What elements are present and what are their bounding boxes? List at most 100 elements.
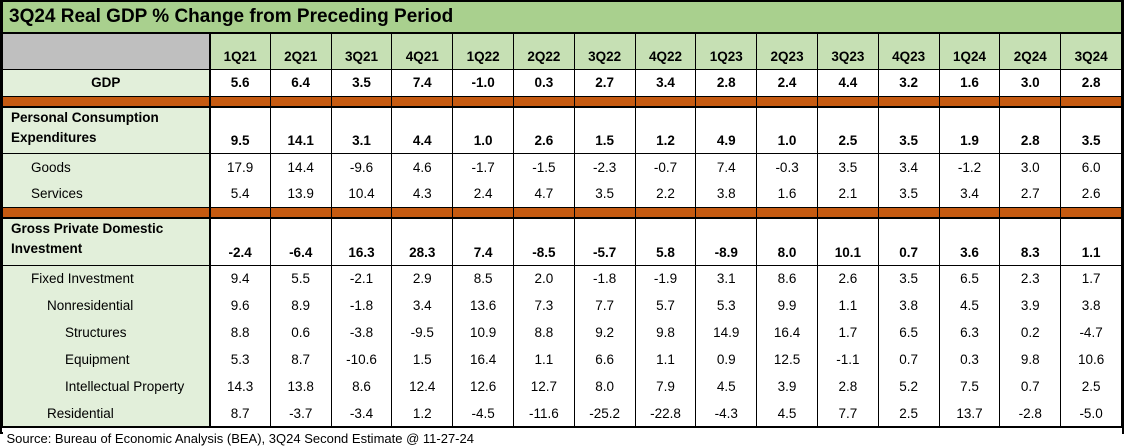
value-cell: 2.2 (634, 180, 697, 208)
value-cell: -2.4 (209, 218, 271, 266)
value-cell: 2.8 (816, 373, 879, 400)
value-cell: 2.8 (1060, 69, 1122, 97)
value-cell: 1.0 (452, 106, 514, 154)
value-cell: 6.4 (269, 69, 332, 97)
quarter-header-3q21: 3Q21 (330, 33, 393, 70)
value-cell: 9.8 (999, 346, 1062, 373)
value-cell: 3.1 (695, 265, 758, 292)
divider-cell (391, 95, 454, 108)
row-label: Structures (2, 319, 211, 346)
value-cell: 16.4 (756, 319, 818, 346)
value-cell: 6.3 (938, 319, 1001, 346)
value-cell: 0.7 (999, 373, 1062, 400)
value-cell: 8.3 (999, 218, 1062, 266)
value-cell: -3.7 (269, 400, 332, 428)
value-cell: -5.7 (573, 218, 636, 266)
divider-cell (756, 207, 818, 219)
value-cell: 6.0 (1060, 153, 1122, 181)
value-cell: 4.5 (756, 400, 818, 428)
table-row: Personal Consumption Expenditures 9.5 14.1… (2, 106, 1122, 154)
value-cell: 2.6 (1060, 180, 1122, 208)
value-cell: 12.4 (391, 373, 454, 400)
value-cell: 1.1 (634, 346, 697, 373)
divider-cell (452, 95, 514, 108)
table-row: GDP 5.6 6.4 3.5 7.4 -1.0 0.3 2.7 3.4 2.8 2.4 4.4 3.2… (2, 69, 1122, 97)
row-label: Equipment (2, 346, 211, 373)
divider-cell (269, 95, 332, 108)
row-label: Goods (2, 153, 211, 181)
value-cell: 12.5 (756, 346, 818, 373)
value-cell: 5.5 (269, 265, 332, 292)
value-cell: 3.6 (938, 218, 1001, 266)
value-cell: 0.6 (269, 319, 332, 346)
value-cell: 7.4 (391, 69, 454, 97)
value-cell: 7.7 (816, 400, 879, 428)
value-cell: 0.3 (938, 346, 1001, 373)
value-cell: 0.3 (512, 69, 575, 97)
quarter-header-4q21: 4Q21 (391, 33, 454, 70)
value-cell: 5.6 (209, 69, 271, 97)
value-cell: -5.0 (1060, 400, 1122, 428)
value-cell: -1.8 (330, 292, 393, 319)
table-row: Structures 8.8 0.6 -3.8 -9.5 10.9 8.8 9.2 9.8 14.… (2, 319, 1122, 346)
value-cell: 1.6 (756, 180, 818, 208)
value-cell: 9.8 (634, 319, 697, 346)
value-cell: 2.4 (452, 180, 514, 208)
section-divider (2, 95, 1122, 108)
value-cell: 8.6 (330, 373, 393, 400)
divider-cell (2, 95, 211, 108)
divider-cell (999, 95, 1062, 108)
table-row: Equipment 5.3 8.7 -10.6 1.5 16.4 1.1 6.6 1.1 0.9 1… (2, 346, 1122, 373)
value-cell: 1.1 (512, 346, 575, 373)
value-cell: 5.2 (877, 373, 940, 400)
value-cell: 9.6 (209, 292, 271, 319)
value-cell: 2.4 (756, 69, 818, 97)
divider-cell (938, 95, 1001, 108)
value-cell: 1.5 (573, 106, 636, 154)
value-cell: -9.5 (391, 319, 454, 346)
value-cell: 3.4 (938, 180, 1001, 208)
value-cell: 13.6 (452, 292, 514, 319)
quarter-header-4q22: 4Q22 (634, 33, 697, 70)
divider-cell (330, 207, 393, 219)
value-cell: 3.8 (877, 292, 940, 319)
value-cell: 4.5 (695, 373, 758, 400)
value-cell: -9.6 (330, 153, 393, 181)
value-cell: 7.5 (938, 373, 1001, 400)
value-cell: 0.9 (695, 346, 758, 373)
value-cell: 14.3 (209, 373, 271, 400)
value-cell: 2.6 (512, 106, 575, 154)
value-cell: -11.6 (512, 400, 575, 428)
divider-cell (209, 95, 271, 108)
quarter-header-1q24: 1Q24 (938, 33, 1001, 70)
divider-cell (877, 207, 940, 219)
divider-cell (877, 95, 940, 108)
value-cell: -0.3 (756, 153, 818, 181)
value-cell: -1.9 (634, 265, 697, 292)
divider-cell (573, 207, 636, 219)
value-cell: 1.9 (938, 106, 1001, 154)
value-cell: 4.9 (695, 106, 758, 154)
value-cell: 2.8 (695, 69, 758, 97)
value-cell: 7.9 (634, 373, 697, 400)
value-cell: 3.9 (756, 373, 818, 400)
value-cell: -3.8 (330, 319, 393, 346)
value-cell: 7.7 (573, 292, 636, 319)
value-cell: 10.4 (330, 180, 393, 208)
value-cell: 9.4 (209, 265, 271, 292)
corner-cell (2, 33, 211, 70)
value-cell: 2.9 (391, 265, 454, 292)
value-cell: 3.5 (816, 153, 879, 181)
value-cell: 3.9 (999, 292, 1062, 319)
value-cell: 14.9 (695, 319, 758, 346)
value-cell: 1.7 (1060, 265, 1122, 292)
value-cell: 2.7 (573, 69, 636, 97)
value-cell: 7.3 (512, 292, 575, 319)
divider-cell (209, 207, 271, 219)
value-cell: 0.7 (877, 218, 940, 266)
quarter-header-2q21: 2Q21 (269, 33, 332, 70)
value-cell: 1.1 (816, 292, 879, 319)
value-cell: 3.0 (999, 153, 1062, 181)
row-label: Nonresidential (2, 292, 211, 319)
